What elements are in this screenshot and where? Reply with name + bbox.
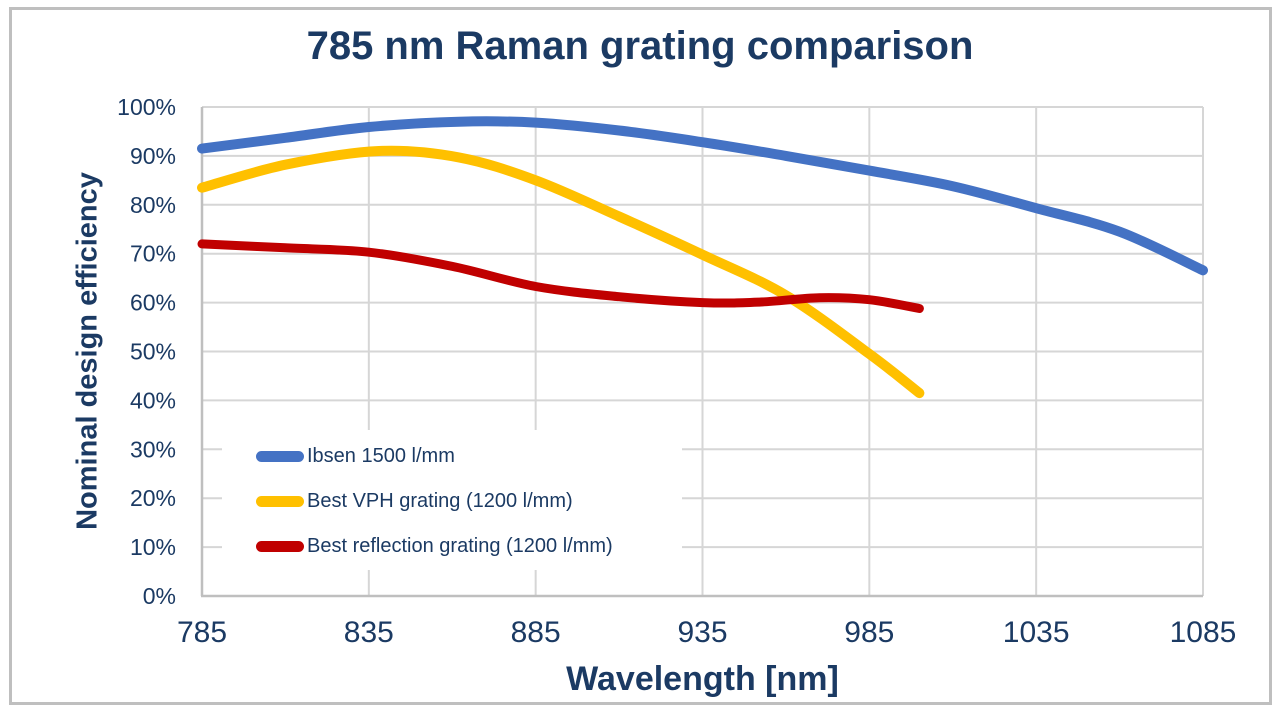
y-tick-label: 40% bbox=[130, 387, 176, 413]
y-tick-label: 60% bbox=[130, 290, 176, 316]
x-tick-label: 1035 bbox=[1003, 616, 1070, 649]
y-tick-label: 100% bbox=[117, 94, 176, 120]
legend-line-icon bbox=[256, 541, 304, 552]
y-tick-label: 30% bbox=[130, 436, 176, 462]
legend-item-vph: Best VPH grating (1200 l/mm) bbox=[256, 479, 613, 524]
series-line-2 bbox=[197, 239, 924, 313]
legend-item-reflection: Best reflection grating (1200 l/mm) bbox=[256, 524, 613, 569]
x-tick-label: 885 bbox=[511, 616, 561, 649]
legend: Ibsen 1500 l/mm Best VPH grating (1200 l… bbox=[256, 434, 613, 569]
y-tick-label: 80% bbox=[130, 192, 176, 218]
legend-label: Best reflection grating (1200 l/mm) bbox=[307, 535, 613, 557]
y-tick-label: 20% bbox=[130, 485, 176, 511]
x-tick-label: 935 bbox=[677, 616, 727, 649]
legend-line-icon bbox=[256, 496, 304, 507]
x-axis-title: Wavelength [nm] bbox=[566, 660, 839, 698]
tick-labels: 0% 10% 20% 30% 40% 50% 60% 70% 80% 90% 100% 785 835 8… bbox=[117, 94, 1236, 649]
y-tick-label: 10% bbox=[130, 534, 176, 560]
legend-item-ibsen: Ibsen 1500 l/mm bbox=[256, 434, 613, 479]
y-tick-label: 50% bbox=[130, 339, 176, 365]
chart-title: 785 nm Raman grating comparison bbox=[306, 24, 974, 68]
series-line-0 bbox=[197, 116, 1208, 276]
y-axis-title: Nominal design efficiency bbox=[71, 172, 104, 530]
chart-border bbox=[9, 7, 1272, 705]
x-tick-label: 1085 bbox=[1170, 616, 1237, 649]
y-tick-label: 0% bbox=[143, 583, 176, 609]
series-lines bbox=[197, 116, 1208, 399]
x-tick-label: 835 bbox=[344, 616, 394, 649]
legend-label: Best VPH grating (1200 l/mm) bbox=[307, 490, 573, 512]
series-line-1 bbox=[197, 145, 925, 399]
y-tick-label: 90% bbox=[130, 143, 176, 169]
y-tick-label: 70% bbox=[130, 241, 176, 267]
x-tick-label: 785 bbox=[177, 616, 227, 649]
legend-label: Ibsen 1500 l/mm bbox=[307, 445, 455, 467]
legend-line-icon bbox=[256, 451, 304, 462]
x-tick-label: 985 bbox=[844, 616, 894, 649]
